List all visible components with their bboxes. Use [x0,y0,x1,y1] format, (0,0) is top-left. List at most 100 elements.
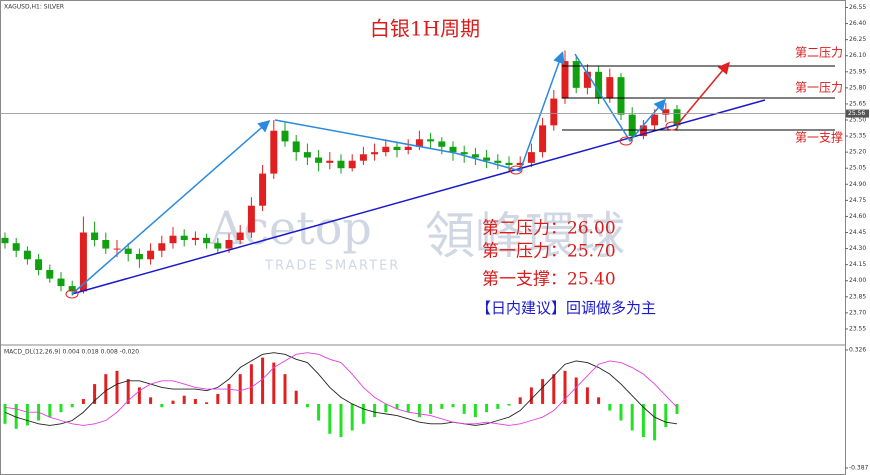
wave-arrow [71,120,271,295]
candle-body [673,109,681,126]
candle-body [651,114,659,126]
macd-bar [653,403,657,441]
candle-body [147,250,155,260]
candle-body [404,146,412,150]
candle-body [79,232,87,292]
y-tick-label: 24.15 [849,261,866,268]
y-tick-label: 25.65 [849,100,866,107]
symbol-label: XAGUSD,H1: SILVER [4,4,64,11]
pivot-circle [509,165,523,175]
candle-body [460,152,468,155]
macd-bar [48,403,52,418]
candle-body [169,235,177,244]
macd-bar [93,384,97,404]
macd-bar [305,403,309,408]
macd-bar [350,403,354,431]
candle-body [281,130,289,142]
candle-body [583,71,591,88]
candle-body [180,235,188,240]
macd-bar [14,403,18,429]
candles [1,50,681,296]
candle-body [371,152,379,155]
watermark-brand-cn: 領峰環球 [425,207,625,265]
y-tick-label: 24.30 [849,245,866,252]
candle-body [35,259,43,270]
candle-body [292,141,300,153]
macd-bar [563,370,567,404]
macd-bar [115,370,119,404]
macd-bar [137,387,141,404]
candle-body [68,286,76,292]
candle-body [382,146,390,153]
y-tick-label: 26.40 [849,20,866,27]
macd-bar [597,397,601,404]
macd-bar [485,403,489,413]
macd-bar [529,387,533,404]
candle-body [516,162,524,165]
y-tick-label: 26.25 [849,36,866,43]
candle-body [12,243,20,251]
macd-bar [675,403,679,414]
candle-body [191,237,199,240]
macd-bar [384,403,388,413]
macd-bar [149,397,153,404]
candle-body [303,152,311,158]
candle-body [617,77,625,115]
macd-bar [126,379,130,404]
macd-bar [160,403,164,408]
candle-body [494,160,502,163]
current-price-box [846,109,869,118]
y-tick-label: 25.95 [849,68,866,75]
candle-body [214,243,222,249]
candle-body [483,157,491,161]
candle-body [270,130,278,174]
y-tick-label: 25.80 [849,84,866,91]
macd-bar [406,403,410,413]
candle-body [23,250,31,260]
macd-bar [473,403,477,418]
macd-panel: 0.326 -0.387 [3,347,869,472]
candle-body [393,146,401,150]
macd-bar [104,374,108,404]
candle-body [135,253,143,260]
candle-body [259,173,267,206]
macd-bar [417,403,421,418]
candle-body [595,71,603,99]
macd-bar [395,403,399,409]
macd-line [4,352,678,426]
level-label: 第一支撑 [795,130,843,145]
macd-bar [317,403,321,421]
macd-bar [3,403,7,424]
watermark-brand: Acetop [209,201,372,255]
candle-body [572,61,580,88]
candle-body [91,232,99,240]
advice: 【日内建议】回调做多为主 [476,299,656,317]
candle-body [438,141,446,147]
macd-bar [630,403,634,431]
y-tick-label: -0.387 [849,465,869,472]
candle-body [550,98,558,126]
candle-body [46,270,54,279]
macd-bar [552,374,556,404]
y-tick-label: 25.05 [849,165,866,172]
macd-bar [81,398,85,404]
y-tick-label: 23.55 [849,325,866,332]
candle-body [203,237,211,244]
candle-body [102,240,110,249]
macd-bar [507,403,511,406]
candle-body [505,162,513,165]
y-tick-label: 25.35 [849,133,866,140]
macd-bar [182,395,186,404]
level-label: 第一压力 [795,81,843,95]
pivot-circle [665,121,679,131]
pivot-circle [65,289,79,299]
macd-bar [70,403,74,408]
level-note: 第一压力：25.70 [482,242,616,262]
macd-bar [261,357,265,404]
macd-bar [429,403,433,414]
macd-bar [641,403,645,438]
y-tick-label: 24.45 [849,229,866,236]
macd-bar [171,400,175,404]
